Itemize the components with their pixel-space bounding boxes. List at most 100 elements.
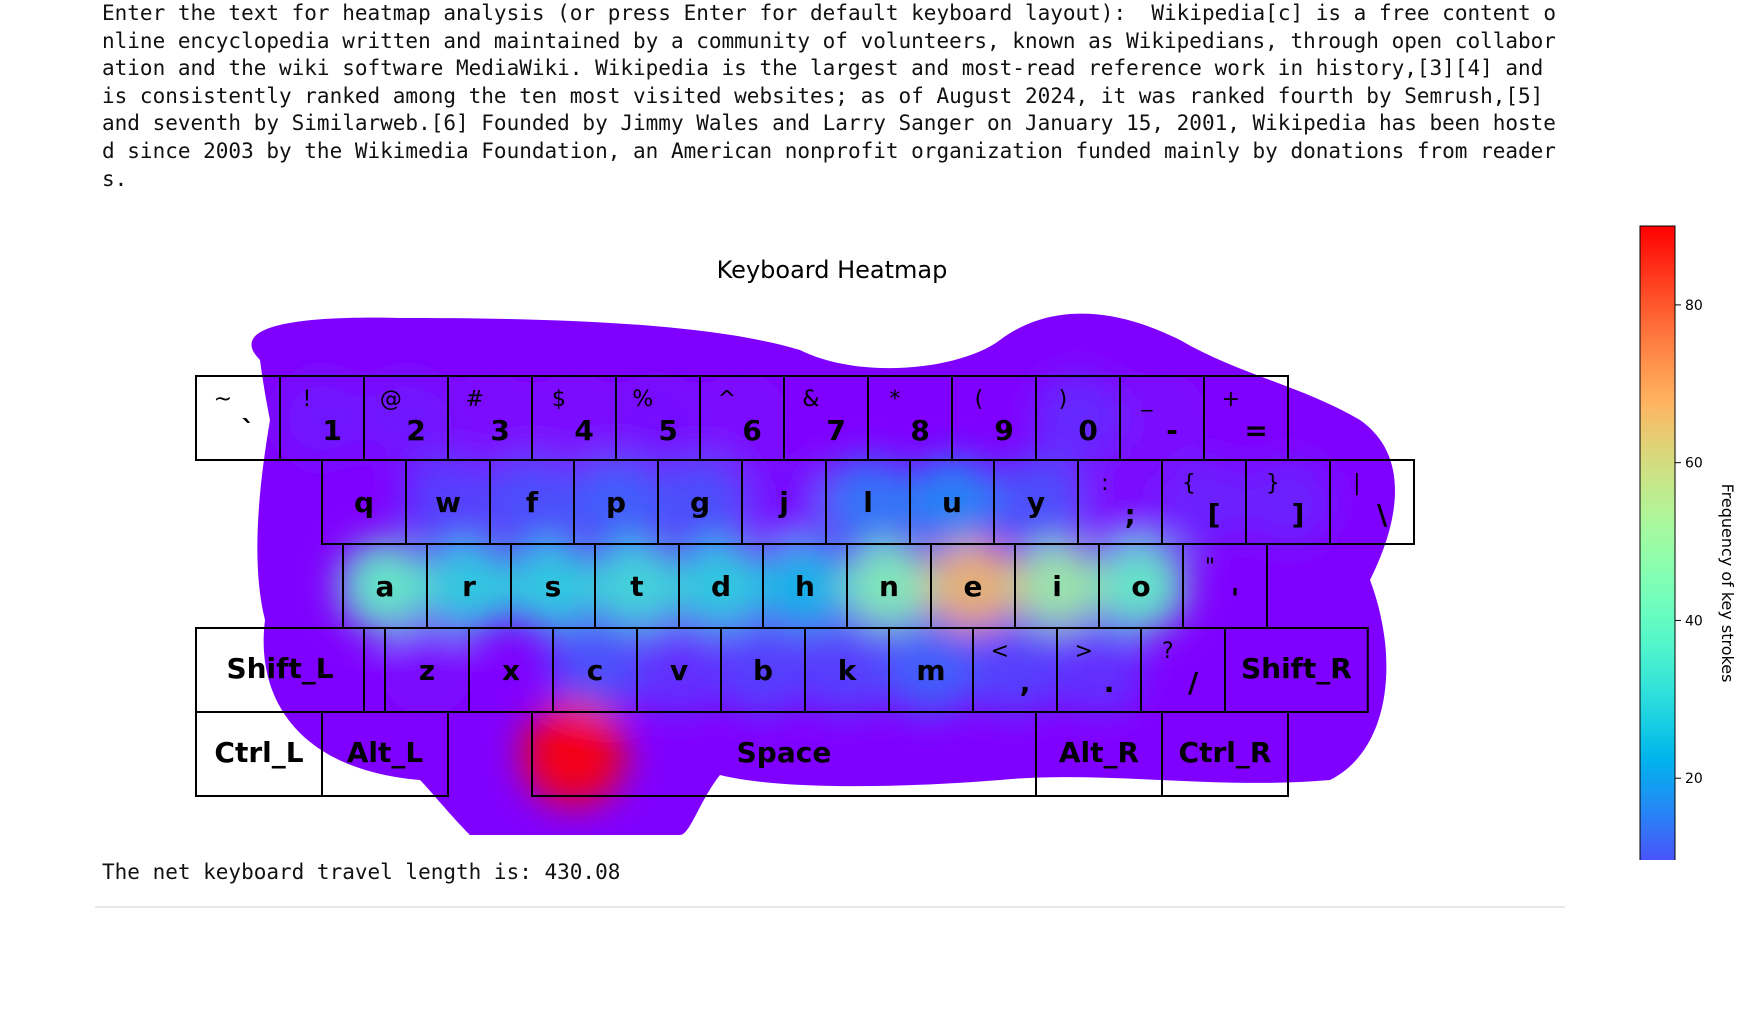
key-shift-label-sym96: ~ xyxy=(214,387,232,412)
heat-spot-z xyxy=(381,624,473,716)
key-label-Ctrl_R: Ctrl_R xyxy=(1179,736,1272,769)
heat-spot-t xyxy=(591,540,683,632)
heat-spot-f xyxy=(486,456,578,548)
heat-spot-2 xyxy=(360,372,452,464)
heat-spot-0 xyxy=(1032,372,1124,464)
key-label-t: t xyxy=(630,570,643,603)
heat-spot-m xyxy=(885,624,977,716)
heat-spot-3 xyxy=(444,372,536,464)
key-label-z: z xyxy=(419,654,435,687)
heat-spot-o xyxy=(1095,540,1187,632)
heat-spot-1 xyxy=(276,372,368,464)
colorbar-tick-label: 80 xyxy=(1685,298,1703,314)
key-shift-label-7: & xyxy=(802,387,819,412)
heat-spot-sym44 xyxy=(969,624,1061,716)
key-Alt_L xyxy=(321,711,449,797)
key-shift-label-6: ^ xyxy=(718,387,736,412)
heat-spot-sym93 xyxy=(1242,456,1334,548)
key-shift-label-sym61: + xyxy=(1222,387,1240,412)
key-shift-label-sym45: _ xyxy=(1140,387,1153,412)
key-label-s: s xyxy=(545,570,562,603)
heat-spot-r xyxy=(423,540,515,632)
colorbar-bar xyxy=(1639,225,1676,860)
key-label-l: l xyxy=(863,486,873,519)
heat-spot-u xyxy=(906,456,998,548)
key-label-d: d xyxy=(711,570,731,603)
key-Ctrl_R xyxy=(1161,711,1289,797)
heat-layer xyxy=(251,313,1396,835)
key-shift-label-9: ( xyxy=(975,387,984,412)
key-Shift_R xyxy=(1224,627,1369,713)
key-shift-label-3: # xyxy=(466,387,484,412)
key-label-n: n xyxy=(879,570,899,603)
heat-spot-sym45 xyxy=(1116,372,1208,464)
key-label-Shift_L: Shift_L xyxy=(226,652,333,685)
key-label-p: p xyxy=(606,486,626,519)
keys-layer: ` ~1! 2@3#4 $5% 6^ 7& 8 * 9 (0) -_ =+ q w f p g j l u y ;: [{]… xyxy=(195,375,1415,797)
colorbar-tick-label: 20 xyxy=(1685,771,1703,787)
key-shift-label-sym39: " xyxy=(1205,555,1215,580)
output-divider xyxy=(95,906,1565,908)
key-label-Space: Space xyxy=(737,736,832,769)
key-label-sym91: [ xyxy=(1208,498,1221,531)
key-sym92 xyxy=(1329,459,1415,545)
heat-spot-p xyxy=(570,456,662,548)
heat-spot-sym46 xyxy=(1053,624,1145,716)
heat-spot-sym59 xyxy=(1074,456,1166,548)
key-label-sym47: / xyxy=(1188,666,1199,699)
chart-title: Keyboard Heatmap xyxy=(717,256,948,284)
colorbar: 020406080 Frequency of key strokes xyxy=(1639,225,1737,860)
key-label-i: i xyxy=(1052,570,1062,603)
key-label-h: h xyxy=(795,570,815,603)
key-label-f: f xyxy=(526,486,539,519)
key-label-sym61: = xyxy=(1244,414,1267,447)
key-label-2: 2 xyxy=(406,414,425,447)
heat-spot-j xyxy=(738,456,830,548)
keyboard-heatmap-figure: Keyboard Heatmap ` ~1! 2@3#4 $5% 6^ 7& 8 * 9 (0) -… xyxy=(195,225,1737,860)
heat-spot-c xyxy=(549,624,641,716)
heat-spot-y xyxy=(990,456,1082,548)
key-label-b: b xyxy=(753,654,773,687)
key-label-sym44: , xyxy=(1020,666,1031,699)
key-label-e: e xyxy=(964,570,983,603)
key-label-sym93: ] xyxy=(1292,498,1305,531)
travel-length-output: The net keyboard travel length is: 430.0… xyxy=(102,860,621,884)
heat-spot-sym91 xyxy=(1158,456,1250,548)
heat-spot-s xyxy=(507,540,599,632)
key-label-0: 0 xyxy=(1078,414,1097,447)
key-label-sym92: \ xyxy=(1377,498,1388,531)
heat-spot-n xyxy=(843,540,935,632)
key-label-5: 5 xyxy=(658,414,677,447)
key-label-sym96: ` xyxy=(241,414,255,447)
prompt-label: Enter the text for heatmap analysis (or … xyxy=(102,1,1127,25)
key-shift-label-1: ! xyxy=(302,387,311,412)
heat-spot-d xyxy=(675,540,767,632)
key-label-r: r xyxy=(462,570,476,603)
key-label-q: q xyxy=(354,486,374,519)
key-label-sym59: ; xyxy=(1124,498,1135,531)
heat-spot-h xyxy=(759,540,851,632)
key-shift-label-sym92: | xyxy=(1353,471,1360,496)
heat-spot-l xyxy=(822,456,914,548)
key-label-Alt_R: Alt_R xyxy=(1059,736,1139,769)
heat-spot-6 xyxy=(696,372,788,464)
key-shift-label-2: @ xyxy=(380,387,402,412)
key-shift-label-sym91: { xyxy=(1182,471,1196,496)
key-label-sym39: ' xyxy=(1231,582,1240,615)
heat-spot-w xyxy=(402,456,494,548)
key-label-y: y xyxy=(1027,486,1045,519)
key-label-sym46: . xyxy=(1104,666,1115,699)
colorbar-label: Frequency of key strokes xyxy=(1718,484,1737,683)
heat-spot-v xyxy=(633,624,725,716)
key-label-v: v xyxy=(670,654,688,687)
colorbar-tick-label: 40 xyxy=(1685,613,1703,629)
heat-spot-k xyxy=(801,624,893,716)
key-label-Alt_L: Alt_L xyxy=(347,736,424,769)
key-label-7: 7 xyxy=(826,414,845,447)
heat-spot-e xyxy=(927,540,1019,632)
key-label-6: 6 xyxy=(742,414,761,447)
key-label-j: j xyxy=(778,486,789,519)
key-label-m: m xyxy=(916,654,945,687)
key-label-c: c xyxy=(587,654,604,687)
key-label-g: g xyxy=(690,486,710,519)
